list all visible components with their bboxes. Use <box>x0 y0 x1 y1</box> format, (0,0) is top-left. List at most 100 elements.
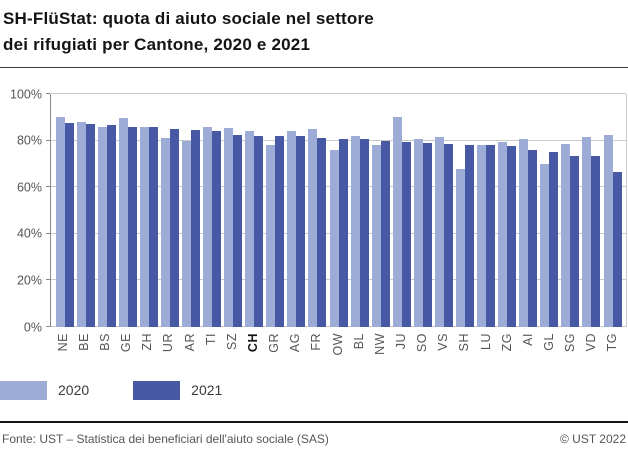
bar-group-OW <box>328 94 349 327</box>
x-label-AR: AR <box>182 333 197 352</box>
bar-2021-NW <box>380 140 390 327</box>
bar-2021-LU <box>486 145 496 327</box>
x-label-ZG: ZG <box>499 333 514 352</box>
x-label-cell-BL: BL <box>349 327 370 349</box>
bar-group-SZ <box>223 94 244 327</box>
source-note: Fonte: UST – Statistica dei beneficiari … <box>2 432 329 446</box>
x-label-BL: BL <box>351 333 366 350</box>
x-label-cell-GE: GE <box>116 327 137 352</box>
bar-2021-BL <box>359 139 369 327</box>
x-label-AI: AI <box>520 333 535 346</box>
bar-2020-AG <box>287 131 297 327</box>
bar-group-LU <box>476 94 497 327</box>
x-label-cell-BS: BS <box>95 327 116 351</box>
bar-2021-JU <box>401 141 411 327</box>
bar-2020-NE <box>55 117 65 327</box>
x-label-cell-UR: UR <box>159 327 180 352</box>
bar-2021-SO <box>422 142 432 327</box>
bar-2021-TG <box>612 172 622 327</box>
y-tick-40 <box>46 232 50 234</box>
bar-2020-SG <box>561 144 571 327</box>
bar-2020-FR <box>308 128 318 327</box>
legend-label-2021: 2021 <box>191 382 223 398</box>
bar-2020-OW <box>329 149 339 327</box>
x-label-BE: BE <box>76 333 91 351</box>
chart-title-line2: dei rifugiati per Cantone, 2020 e 2021 <box>3 35 311 54</box>
y-tick-20 <box>46 279 50 281</box>
bar-2020-BL <box>350 135 360 327</box>
bar-group-NW <box>370 94 391 327</box>
bar-2020-BE <box>76 121 86 327</box>
gridline-80 <box>51 139 626 141</box>
x-label-GL: GL <box>541 333 556 351</box>
bar-2021-AG <box>296 135 306 327</box>
bar-group-GE <box>117 94 138 327</box>
bar-2021-ZG <box>507 146 517 327</box>
x-label-JU: JU <box>393 333 408 350</box>
x-label-cell-NW: NW <box>370 327 391 355</box>
x-label-BS: BS <box>97 333 112 351</box>
bar-2021-BS <box>106 125 116 327</box>
plot-area: 0% 20% 40% 60% 80% 100% <box>10 88 627 333</box>
x-label-cell-VS: VS <box>434 327 455 351</box>
bar-2020-GR <box>266 145 276 327</box>
x-label-cell-SH: SH <box>455 327 476 351</box>
y-tick-0 <box>46 326 50 327</box>
x-label-cell-GR: GR <box>264 327 285 353</box>
y-tick-label-0: 0% <box>23 319 42 334</box>
bar-2021-VD <box>591 155 601 327</box>
x-label-CH: CH <box>245 333 260 353</box>
bar-2021-ZH <box>148 126 158 327</box>
bar-group-BE <box>75 94 96 327</box>
x-label-cell-FR: FR <box>307 327 328 351</box>
y-tick-label-60: 60% <box>16 179 42 194</box>
x-label-cell-AI: AI <box>518 327 539 346</box>
legend-label-2020: 2020 <box>58 382 90 398</box>
x-axis-labels: NE BE BS GE ZH UR AR TI SZ CH GR AG FR OW BL NW JU SO VS SH… <box>50 327 627 373</box>
bar-2020-ZG <box>498 141 508 327</box>
bar-2020-SH <box>456 168 466 327</box>
bar-group-CH <box>244 94 265 327</box>
bar-group-SG <box>560 94 581 327</box>
bar-group-VD <box>581 94 602 327</box>
chart-header: SH-FlüStat: quota di aiuto sociale nel s… <box>0 0 628 68</box>
x-label-GR: GR <box>267 333 282 353</box>
x-label-NW: NW <box>372 333 387 355</box>
x-label-cell-ZG: ZG <box>497 327 518 351</box>
y-tick-label-20: 20% <box>16 273 42 288</box>
bar-2020-JU <box>392 117 402 327</box>
bar-group-UR <box>159 94 180 327</box>
bar-2020-TI <box>203 126 213 327</box>
chart-title-line1: SH-FlüStat: quota di aiuto sociale nel s… <box>3 9 374 28</box>
bar-group-ZG <box>497 94 518 327</box>
y-tick-60 <box>46 186 50 188</box>
y-tick-label-80: 80% <box>16 133 42 148</box>
legend: 2020 2021 <box>0 380 628 400</box>
bar-group-GL <box>539 94 560 327</box>
bar-2021-UR <box>169 128 179 327</box>
copyright-note: © UST 2022 <box>560 432 626 446</box>
bar-group-ZH <box>138 94 159 327</box>
bar-group-SH <box>454 94 475 327</box>
x-label-cell-AR: AR <box>180 327 201 351</box>
x-label-cell-JU: JU <box>391 327 412 349</box>
bar-2021-VS <box>443 144 453 327</box>
bar-2021-BE <box>85 124 95 327</box>
x-label-SH: SH <box>457 333 472 352</box>
x-label-SG: SG <box>563 333 578 353</box>
bar-2020-AR <box>182 140 191 327</box>
bar-2020-TG <box>603 134 613 327</box>
x-label-OW: OW <box>330 333 345 356</box>
x-label-cell-VD: VD <box>582 327 603 351</box>
legend-swatch-2021 <box>133 380 181 400</box>
bar-2020-AI <box>519 139 529 327</box>
bar-2021-NE <box>64 123 74 327</box>
x-label-VS: VS <box>436 333 451 351</box>
x-label-cell-GL: GL <box>539 327 560 351</box>
bar-group-AG <box>286 94 307 327</box>
bar-2021-GR <box>275 135 285 327</box>
bar-2020-GL <box>540 163 550 327</box>
bar-2020-LU <box>477 145 487 327</box>
x-label-cell-OW: OW <box>328 327 349 356</box>
x-label-SZ: SZ <box>224 333 239 350</box>
